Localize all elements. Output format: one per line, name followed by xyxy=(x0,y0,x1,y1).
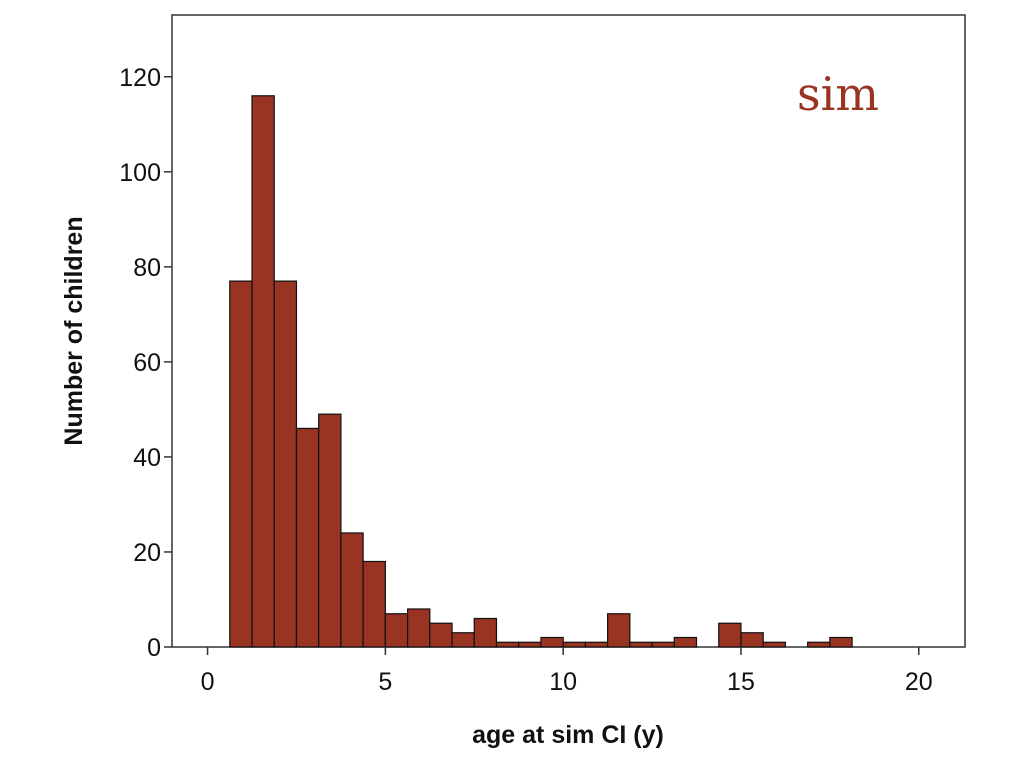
histogram-bar-9 xyxy=(429,622,453,648)
y-tick-label: 100 xyxy=(119,159,161,187)
histogram-bar-6 xyxy=(362,560,386,648)
chart-annotation: sim xyxy=(797,67,879,121)
y-tick-label: 80 xyxy=(133,254,161,282)
y-tick-label: 0 xyxy=(147,634,161,662)
histogram-bar-19 xyxy=(651,641,675,648)
histogram-bar-0 xyxy=(229,280,253,648)
histogram-bar-24 xyxy=(807,641,831,648)
y-axis: 0 20 40 60 80 100 120 xyxy=(119,64,172,662)
histogram-bar-7 xyxy=(384,613,409,648)
x-tick-label: 5 xyxy=(378,668,392,696)
histogram-bar-8 xyxy=(406,608,431,648)
x-axis-title: age at sim CI (y) xyxy=(472,721,664,749)
histogram-bar-22 xyxy=(740,632,764,648)
histogram-bar-16 xyxy=(584,641,609,648)
histogram-bar-11 xyxy=(473,617,498,648)
histogram-bar-2 xyxy=(273,280,298,648)
histogram-bar-10 xyxy=(451,632,475,648)
histogram-bar-3 xyxy=(295,427,320,648)
y-axis-title: Number of children xyxy=(60,216,88,445)
x-tick-label: 0 xyxy=(201,668,215,696)
x-tick-label: 15 xyxy=(727,668,755,696)
x-tick-label: 10 xyxy=(549,668,577,696)
histogram-bar-13 xyxy=(518,641,542,648)
histogram-bar-17 xyxy=(607,613,631,648)
histogram-bar-18 xyxy=(629,641,653,648)
histogram-bar-12 xyxy=(495,641,520,648)
y-tick-label: 20 xyxy=(133,539,161,567)
x-axis: 0 5 10 15 20 xyxy=(201,647,933,696)
x-tick-label: 20 xyxy=(905,668,933,696)
histogram-bar-23 xyxy=(762,641,787,648)
bars-group xyxy=(229,95,853,648)
histogram-bar-14 xyxy=(540,636,564,648)
histogram-bar-4 xyxy=(318,413,342,648)
histogram-bar-25 xyxy=(829,636,853,648)
y-tick-label: 40 xyxy=(133,444,161,472)
y-tick-label: 120 xyxy=(119,64,161,92)
histogram-bar-21 xyxy=(718,622,742,648)
histogram-bar-5 xyxy=(340,532,364,648)
histogram-bar-15 xyxy=(562,641,586,648)
y-tick-label: 60 xyxy=(133,349,161,377)
histogram-bar-1 xyxy=(251,95,275,648)
histogram-bar-20 xyxy=(673,636,698,648)
